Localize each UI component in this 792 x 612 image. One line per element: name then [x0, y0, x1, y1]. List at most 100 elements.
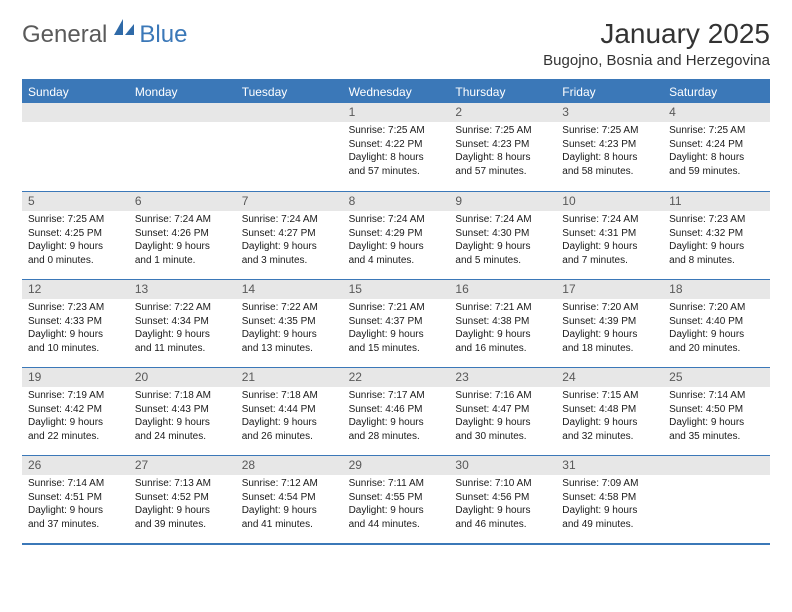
- day-details: [129, 122, 236, 124]
- day-detail-line: Sunset: 4:35 PM: [242, 315, 337, 329]
- calendar-cell: 14 Sunrise: 7:22 AMSunset: 4:35 PMDayligh…: [236, 279, 343, 367]
- day-detail-line: Sunrise: 7:23 AM: [669, 213, 764, 227]
- weekday-header: Saturday: [663, 81, 770, 103]
- day-details: Sunrise: 7:16 AMSunset: 4:47 PMDaylight:…: [449, 387, 556, 443]
- day-detail-line: Sunrise: 7:24 AM: [349, 213, 444, 227]
- day-detail-line: Daylight: 9 hours: [242, 416, 337, 430]
- day-number: 13: [129, 280, 236, 299]
- weekday-header: Wednesday: [343, 81, 450, 103]
- day-detail-line: Daylight: 9 hours: [349, 416, 444, 430]
- day-detail-line: Sunrise: 7:21 AM: [349, 301, 444, 315]
- day-detail-line: Sunrise: 7:25 AM: [455, 124, 550, 138]
- weekday-header: Monday: [129, 81, 236, 103]
- day-details: Sunrise: 7:14 AMSunset: 4:51 PMDaylight:…: [22, 475, 129, 531]
- calendar-body: 1Sunrise: 7:25 AMSunset: 4:22 PMDaylight…: [22, 103, 770, 543]
- day-detail-line: Daylight: 9 hours: [135, 504, 230, 518]
- day-detail-line: and 41 minutes.: [242, 518, 337, 532]
- day-number: 1: [343, 103, 450, 122]
- calendar-cell: 22Sunrise: 7:17 AMSunset: 4:46 PMDayligh…: [343, 367, 450, 455]
- day-detail-line: Sunset: 4:43 PM: [135, 403, 230, 417]
- calendar-cell: 11Sunrise: 7:23 AMSunset: 4:32 PMDayligh…: [663, 191, 770, 279]
- day-detail-line: Sunrise: 7:16 AM: [455, 389, 550, 403]
- day-detail-line: Daylight: 9 hours: [28, 504, 123, 518]
- day-detail-line: Sunrise: 7:15 AM: [562, 389, 657, 403]
- day-detail-line: Daylight: 9 hours: [669, 416, 764, 430]
- day-detail-line: Daylight: 9 hours: [242, 240, 337, 254]
- day-detail-line: Sunrise: 7:09 AM: [562, 477, 657, 491]
- day-detail-line: and 46 minutes.: [455, 518, 550, 532]
- day-detail-line: Daylight: 9 hours: [455, 328, 550, 342]
- day-detail-line: Sunset: 4:51 PM: [28, 491, 123, 505]
- day-detail-line: Sunrise: 7:14 AM: [28, 477, 123, 491]
- day-details: Sunrise: 7:18 AMSunset: 4:43 PMDaylight:…: [129, 387, 236, 443]
- day-number: 12: [22, 280, 129, 299]
- day-detail-line: Sunset: 4:44 PM: [242, 403, 337, 417]
- day-number: 7: [236, 192, 343, 211]
- day-detail-line: Sunset: 4:30 PM: [455, 227, 550, 241]
- day-details: Sunrise: 7:20 AMSunset: 4:39 PMDaylight:…: [556, 299, 663, 355]
- day-detail-line: Sunset: 4:26 PM: [135, 227, 230, 241]
- calendar-cell: 28Sunrise: 7:12 AMSunset: 4:54 PMDayligh…: [236, 455, 343, 543]
- calendar-cell: 19Sunrise: 7:19 AMSunset: 4:42 PMDayligh…: [22, 367, 129, 455]
- day-details: Sunrise: 7:25 AMSunset: 4:23 PMDaylight:…: [556, 122, 663, 178]
- day-number: 18: [663, 280, 770, 299]
- day-details: Sunrise: 7:24 AMSunset: 4:31 PMDaylight:…: [556, 211, 663, 267]
- day-detail-line: Sunset: 4:58 PM: [562, 491, 657, 505]
- day-detail-line: Sunrise: 7:24 AM: [455, 213, 550, 227]
- day-number: 17: [556, 280, 663, 299]
- day-detail-line: Daylight: 9 hours: [349, 240, 444, 254]
- day-number: 22: [343, 368, 450, 387]
- title-block: January 2025 Bugojno, Bosnia and Herzego…: [543, 18, 770, 69]
- day-detail-line: Sunrise: 7:20 AM: [669, 301, 764, 315]
- day-detail-line: Daylight: 9 hours: [242, 328, 337, 342]
- day-detail-line: Daylight: 9 hours: [135, 328, 230, 342]
- day-details: Sunrise: 7:19 AMSunset: 4:42 PMDaylight:…: [22, 387, 129, 443]
- day-detail-line: and 39 minutes.: [135, 518, 230, 532]
- day-detail-line: and 16 minutes.: [455, 342, 550, 356]
- topbar: General Blue January 2025 Bugojno, Bosni…: [22, 18, 770, 69]
- day-detail-line: and 1 minute.: [135, 254, 230, 268]
- day-detail-line: Daylight: 9 hours: [455, 240, 550, 254]
- day-details: Sunrise: 7:12 AMSunset: 4:54 PMDaylight:…: [236, 475, 343, 531]
- day-detail-line: Sunrise: 7:22 AM: [242, 301, 337, 315]
- month-title: January 2025: [543, 18, 770, 50]
- day-number: 20: [129, 368, 236, 387]
- calendar-cell: 10Sunrise: 7:24 AMSunset: 4:31 PMDayligh…: [556, 191, 663, 279]
- day-detail-line: Sunrise: 7:14 AM: [669, 389, 764, 403]
- day-detail-line: Sunset: 4:23 PM: [562, 138, 657, 152]
- day-detail-line: Sunset: 4:50 PM: [669, 403, 764, 417]
- calendar-cell: 26Sunrise: 7:14 AMSunset: 4:51 PMDayligh…: [22, 455, 129, 543]
- day-detail-line: Sunrise: 7:10 AM: [455, 477, 550, 491]
- day-detail-line: and 10 minutes.: [28, 342, 123, 356]
- day-details: Sunrise: 7:14 AMSunset: 4:50 PMDaylight:…: [663, 387, 770, 443]
- day-details: Sunrise: 7:17 AMSunset: 4:46 PMDaylight:…: [343, 387, 450, 443]
- day-number: 26: [22, 456, 129, 475]
- day-detail-line: Daylight: 9 hours: [562, 504, 657, 518]
- calendar-header-row: SundayMondayTuesdayWednesdayThursdayFrid…: [22, 81, 770, 103]
- calendar-cell: 12Sunrise: 7:23 AMSunset: 4:33 PMDayligh…: [22, 279, 129, 367]
- day-detail-line: Daylight: 9 hours: [562, 240, 657, 254]
- weekday-header: Thursday: [449, 81, 556, 103]
- day-detail-line: Daylight: 9 hours: [28, 240, 123, 254]
- day-detail-line: and 57 minutes.: [349, 165, 444, 179]
- day-detail-line: and 35 minutes.: [669, 430, 764, 444]
- calendar-cell: 29Sunrise: 7:11 AMSunset: 4:55 PMDayligh…: [343, 455, 450, 543]
- day-number: [22, 103, 129, 122]
- day-number: [236, 103, 343, 122]
- day-detail-line: Sunset: 4:32 PM: [669, 227, 764, 241]
- day-detail-line: Sunset: 4:48 PM: [562, 403, 657, 417]
- day-details: Sunrise: 7:10 AMSunset: 4:56 PMDaylight:…: [449, 475, 556, 531]
- day-detail-line: Daylight: 9 hours: [349, 504, 444, 518]
- day-detail-line: Sunrise: 7:20 AM: [562, 301, 657, 315]
- day-detail-line: Sunrise: 7:22 AM: [135, 301, 230, 315]
- day-detail-line: Sunset: 4:40 PM: [669, 315, 764, 329]
- calendar-cell: [129, 103, 236, 191]
- day-details: Sunrise: 7:24 AMSunset: 4:29 PMDaylight:…: [343, 211, 450, 267]
- day-details: [663, 475, 770, 477]
- calendar-cell: 24Sunrise: 7:15 AMSunset: 4:48 PMDayligh…: [556, 367, 663, 455]
- day-detail-line: Daylight: 9 hours: [455, 416, 550, 430]
- day-number: 14: [236, 280, 343, 299]
- day-detail-line: and 3 minutes.: [242, 254, 337, 268]
- day-number: 2: [449, 103, 556, 122]
- day-detail-line: Sunrise: 7:25 AM: [669, 124, 764, 138]
